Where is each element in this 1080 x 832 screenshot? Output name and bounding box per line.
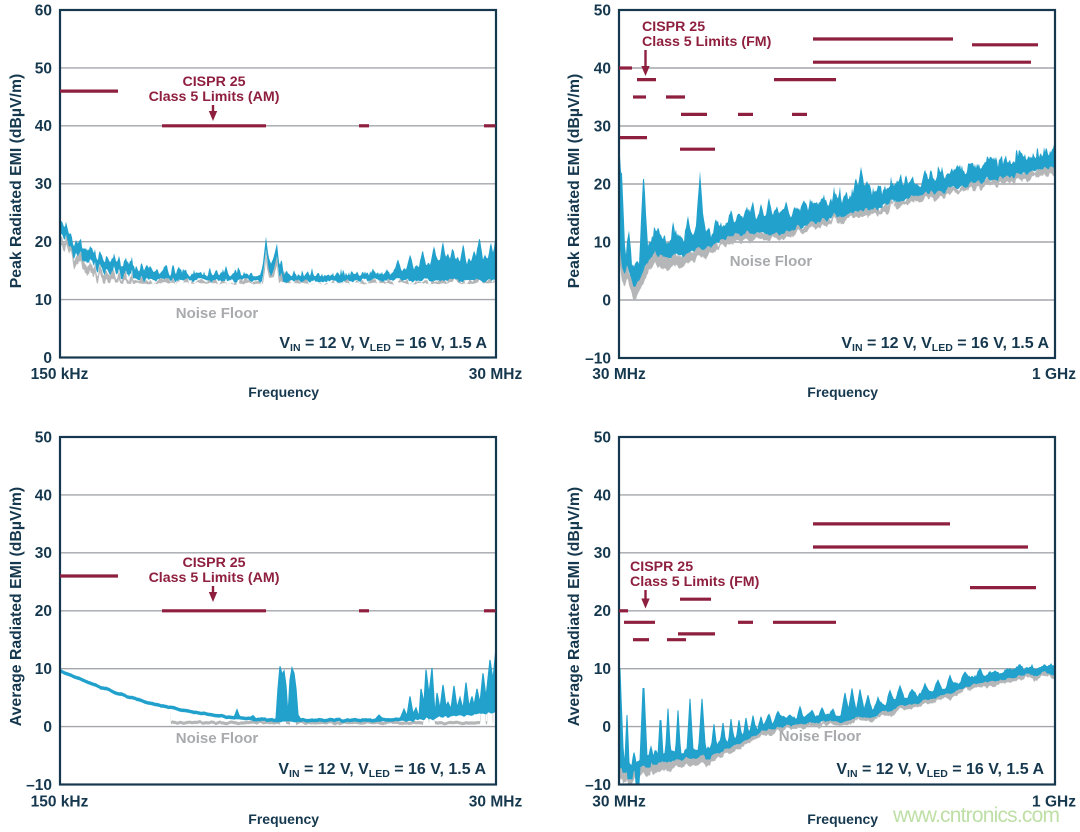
- svg-text:50: 50: [594, 429, 611, 446]
- svg-text:–10: –10: [585, 350, 611, 367]
- svg-text:10: 10: [35, 292, 52, 309]
- svg-text:Class 5 Limits (AM): Class 5 Limits (AM): [149, 570, 280, 586]
- svg-text:30 MHz: 30 MHz: [469, 366, 523, 383]
- svg-text:–10: –10: [26, 777, 52, 794]
- svg-text:20: 20: [35, 603, 52, 620]
- svg-text:CISPR 25: CISPR 25: [642, 19, 705, 35]
- svg-text:10: 10: [594, 661, 611, 678]
- svg-text:10: 10: [594, 234, 611, 251]
- svg-text:50: 50: [35, 60, 52, 77]
- svg-text:–10: –10: [585, 777, 611, 794]
- svg-text:30: 30: [35, 545, 52, 562]
- svg-text:60: 60: [35, 2, 52, 19]
- svg-text:1 GHz: 1 GHz: [1032, 794, 1076, 811]
- svg-text:Class 5 Limits (AM): Class 5 Limits (AM): [149, 89, 280, 105]
- svg-text:Frequency: Frequency: [807, 384, 878, 400]
- svg-text:150 kHz: 150 kHz: [31, 366, 89, 383]
- svg-text:VIN = 12 V, VLED = 16 V, 1.5 A: VIN = 12 V, VLED = 16 V, 1.5 A: [841, 335, 1049, 354]
- svg-text:www.cntronics.com: www.cntronics.com: [892, 804, 1060, 827]
- svg-text:50: 50: [35, 429, 52, 446]
- svg-text:Peak Radiated EMI (dBµV/m): Peak Radiated EMI (dBµV/m): [566, 74, 583, 289]
- svg-text:150 kHz: 150 kHz: [31, 794, 89, 811]
- svg-text:Frequency: Frequency: [248, 384, 319, 400]
- svg-text:VIN = 12 V, VLED = 16 V, 1.5 A: VIN = 12 V, VLED = 16 V, 1.5 A: [836, 761, 1044, 780]
- svg-text:30: 30: [594, 118, 611, 135]
- svg-text:30: 30: [594, 545, 611, 562]
- svg-text:30 MHz: 30 MHz: [469, 794, 523, 811]
- svg-text:0: 0: [43, 350, 52, 367]
- svg-text:CISPR 25: CISPR 25: [630, 559, 693, 575]
- svg-text:30 MHz: 30 MHz: [592, 794, 646, 811]
- svg-text:40: 40: [594, 487, 611, 504]
- svg-text:Class 5 Limits (FM): Class 5 Limits (FM): [630, 574, 760, 590]
- svg-text:20: 20: [35, 234, 52, 251]
- svg-text:40: 40: [594, 60, 611, 77]
- svg-text:Noise Floor: Noise Floor: [779, 728, 862, 745]
- svg-text:Frequency: Frequency: [248, 811, 319, 827]
- svg-text:50: 50: [594, 2, 611, 19]
- svg-text:Class 5 Limits (FM): Class 5 Limits (FM): [642, 34, 772, 50]
- svg-text:CISPR 25: CISPR 25: [182, 74, 245, 90]
- svg-text:20: 20: [594, 603, 611, 620]
- svg-text:0: 0: [43, 719, 52, 736]
- svg-text:0: 0: [602, 292, 611, 309]
- svg-text:10: 10: [35, 661, 52, 678]
- svg-text:VIN = 12 V, VLED = 16 V, 1.5 A: VIN = 12 V, VLED = 16 V, 1.5 A: [279, 335, 487, 354]
- svg-text:Average Radiated EMI (dBµV/m): Average Radiated EMI (dBµV/m): [566, 487, 583, 726]
- svg-text:Frequency: Frequency: [807, 811, 878, 827]
- svg-text:20: 20: [594, 176, 611, 193]
- svg-text:VIN = 12 V, VLED = 16 V, 1.5 A: VIN = 12 V, VLED = 16 V, 1.5 A: [278, 761, 486, 780]
- svg-text:40: 40: [35, 118, 52, 135]
- svg-text:Noise Floor: Noise Floor: [176, 305, 259, 322]
- svg-text:Average Radiated EMI (dBµV/m): Average Radiated EMI (dBµV/m): [8, 487, 25, 726]
- svg-text:0: 0: [602, 719, 611, 736]
- svg-text:1 GHz: 1 GHz: [1032, 366, 1076, 383]
- svg-text:Noise Floor: Noise Floor: [176, 730, 259, 747]
- svg-text:Noise Floor: Noise Floor: [730, 253, 813, 270]
- svg-text:30: 30: [35, 176, 52, 193]
- svg-text:30 MHz: 30 MHz: [592, 366, 646, 383]
- svg-text:Peak Radiated EMI (dBµV/m): Peak Radiated EMI (dBµV/m): [8, 74, 25, 289]
- svg-text:40: 40: [35, 487, 52, 504]
- svg-text:CISPR 25: CISPR 25: [182, 555, 245, 571]
